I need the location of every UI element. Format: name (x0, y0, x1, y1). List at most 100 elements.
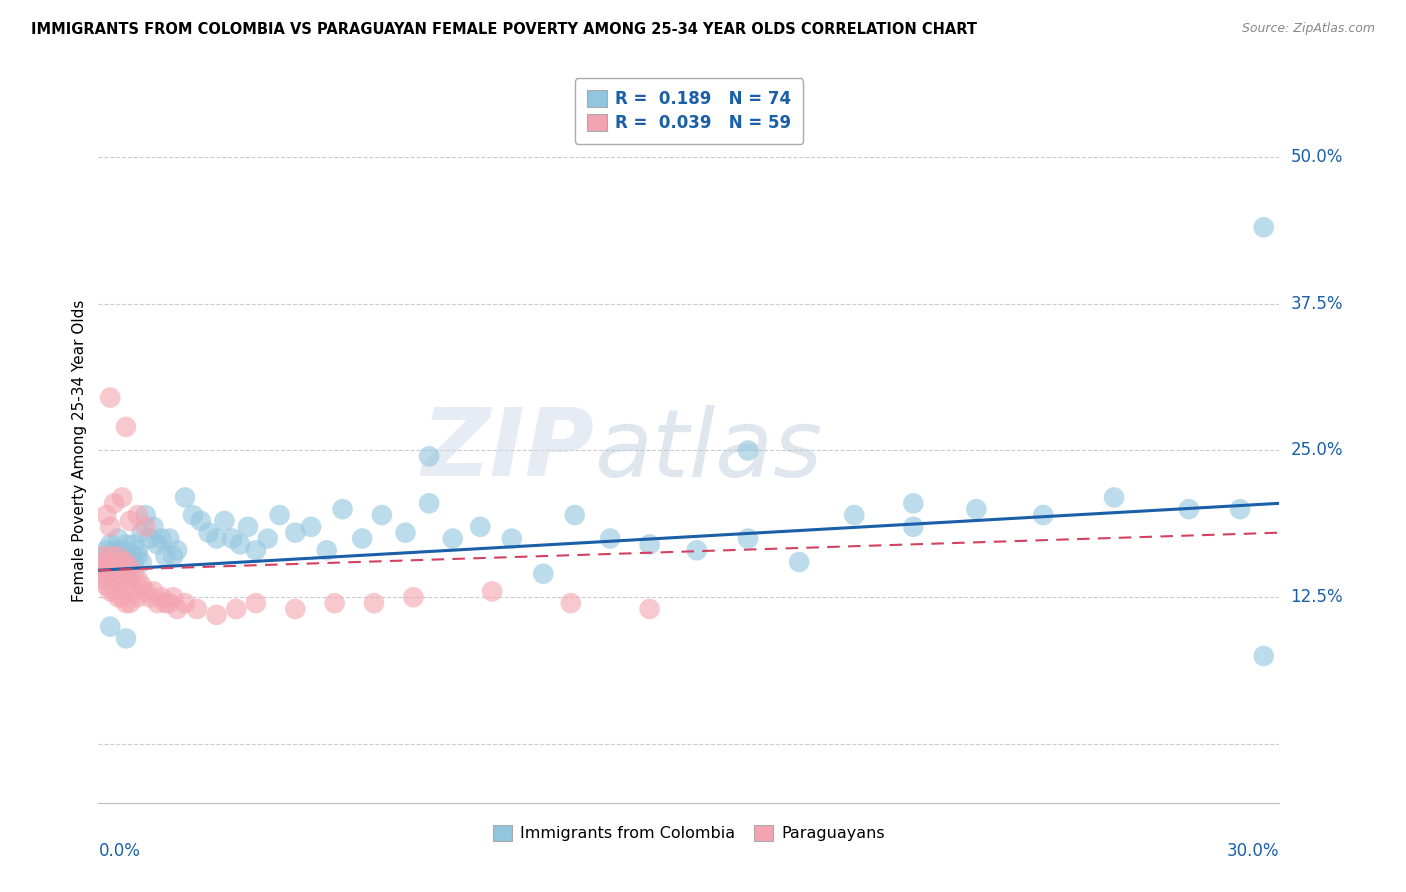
Point (402, 591, 425, 605)
Point (787, 555, 810, 569)
Point (115, 632, 138, 646)
Point (91, 549, 114, 564)
Point (284, 525, 307, 540)
Point (118, 514, 141, 528)
Point (638, 537, 661, 551)
Point (131, 525, 153, 540)
Point (131, 555, 153, 569)
Point (245, 596, 267, 610)
Point (107, 532, 129, 546)
Point (965, 502, 987, 516)
Point (103, 496, 125, 510)
Point (245, 543, 267, 558)
Point (98, 619, 121, 633)
Point (115, 420, 138, 434)
Point (236, 520, 259, 534)
Point (371, 508, 394, 522)
Point (531, 566, 554, 581)
Text: 25.0%: 25.0% (1291, 442, 1343, 459)
Point (162, 549, 184, 564)
Point (186, 602, 208, 616)
Point (118, 561, 141, 575)
Point (98, 555, 121, 569)
Y-axis label: Female Poverty Among 25-34 Year Olds: Female Poverty Among 25-34 Year Olds (72, 300, 87, 601)
Point (394, 525, 416, 540)
Point (111, 555, 134, 569)
Point (96, 543, 118, 558)
Point (122, 555, 145, 569)
Point (96, 578, 118, 592)
Text: 12.5%: 12.5% (1291, 588, 1343, 607)
Point (315, 543, 337, 558)
Point (127, 591, 149, 605)
Point (1253, 220, 1275, 235)
Text: ZIP: ZIP (422, 404, 595, 497)
Point (155, 549, 177, 564)
Point (127, 508, 149, 522)
Point (174, 491, 197, 505)
Point (115, 596, 138, 610)
Point (115, 537, 138, 551)
Point (441, 532, 464, 546)
Text: 37.5%: 37.5% (1291, 294, 1343, 313)
Point (107, 591, 129, 605)
Point (1102, 491, 1125, 505)
Point (98, 537, 121, 551)
Point (501, 532, 523, 546)
Point (131, 578, 153, 592)
Point (481, 584, 503, 599)
Point (115, 573, 138, 587)
Point (1253, 648, 1275, 663)
Point (103, 573, 125, 587)
Text: 0.0%: 0.0% (98, 842, 141, 860)
Point (91, 549, 114, 564)
Point (737, 532, 759, 546)
Point (166, 543, 188, 558)
Point (903, 520, 925, 534)
Point (122, 566, 145, 581)
Point (103, 543, 125, 558)
Text: IMMIGRANTS FROM COLOMBIA VS PARAGUAYAN FEMALE POVERTY AMONG 25-34 YEAR OLDS CORR: IMMIGRANTS FROM COLOMBIA VS PARAGUAYAN F… (31, 22, 977, 37)
Legend: Immigrants from Colombia, Paraguayans: Immigrants from Colombia, Paraguayans (486, 818, 891, 847)
Point (686, 543, 709, 558)
Point (146, 537, 169, 551)
Point (638, 602, 661, 616)
Point (111, 561, 134, 575)
Point (214, 514, 236, 528)
Point (118, 578, 141, 592)
Point (352, 532, 374, 546)
Point (122, 584, 145, 599)
Point (115, 555, 138, 569)
Point (737, 443, 759, 458)
Text: 50.0%: 50.0% (1291, 148, 1343, 166)
Point (1178, 502, 1201, 516)
Point (157, 596, 180, 610)
Point (299, 520, 322, 534)
Point (162, 591, 184, 605)
Point (142, 584, 165, 599)
Point (138, 532, 160, 546)
Point (564, 508, 586, 522)
Point (560, 596, 582, 610)
Point (127, 573, 149, 587)
Point (107, 549, 129, 564)
Point (284, 602, 307, 616)
Point (111, 573, 134, 587)
Point (135, 584, 157, 599)
Point (323, 596, 346, 610)
Point (470, 520, 492, 534)
Point (118, 596, 141, 610)
Point (155, 596, 177, 610)
Point (142, 520, 165, 534)
Point (96, 573, 118, 587)
Point (98, 561, 121, 575)
Point (122, 537, 145, 551)
Point (91, 561, 114, 575)
Point (138, 591, 160, 605)
Point (225, 602, 247, 616)
Point (96, 508, 118, 522)
Point (115, 555, 138, 569)
Point (150, 532, 173, 546)
Point (269, 508, 291, 522)
Point (98, 391, 121, 405)
